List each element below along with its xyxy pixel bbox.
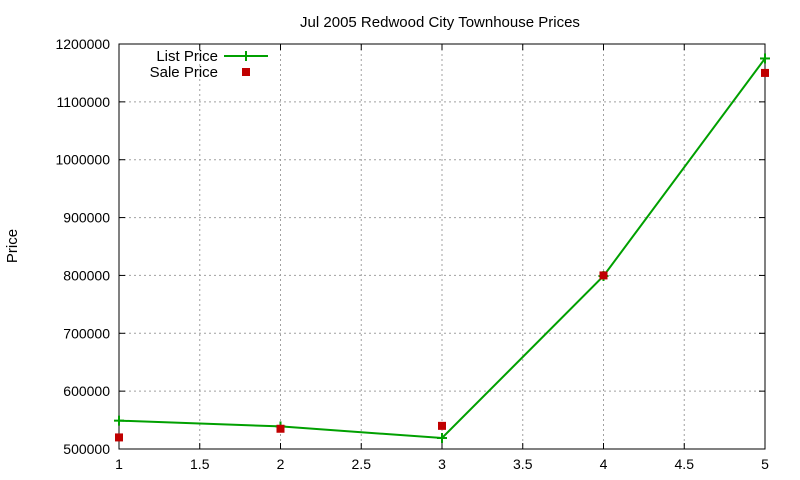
legend-swatch-sale-price (242, 68, 250, 76)
x-tick-label: 3 (438, 456, 446, 472)
chart-title: Jul 2005 Redwood City Townhouse Prices (300, 14, 580, 31)
y-tick-label: 500000 (63, 441, 110, 457)
list-price-point (760, 53, 770, 64)
list-price-point (437, 433, 447, 444)
y-tick-label: 1200000 (55, 36, 110, 52)
x-tick-label: 1.5 (190, 456, 210, 472)
legend-label-sale-price: Sale Price (150, 64, 218, 81)
x-tick-label: 4 (600, 456, 608, 472)
sale-price-point (599, 271, 608, 280)
x-tick-label: 4.5 (675, 456, 695, 472)
x-tick-label: 2.5 (352, 456, 372, 472)
y-tick-label: 900000 (63, 210, 110, 226)
grid (119, 44, 765, 449)
legend-label-list-price: List Price (156, 48, 218, 65)
sale-price-point (438, 421, 446, 430)
axis-ticks: 1 1.5 2 2.5 3 3.5 4 4.5 5 500000 600000 700000 80000… (55, 36, 769, 472)
x-tick-label: 3.5 (513, 456, 533, 472)
y-tick-label: 1100000 (57, 94, 111, 110)
sale-price-point (115, 433, 123, 442)
x-tick-label: 5 (761, 456, 769, 472)
series (114, 53, 770, 444)
x-tick-label: 1 (115, 456, 123, 472)
sale-price-point (276, 424, 285, 433)
y-tick-label: 600000 (63, 383, 110, 399)
y-axis-label: Price (4, 229, 21, 263)
y-tick-label: 800000 (63, 267, 110, 283)
y-tick-label: 700000 (63, 325, 110, 341)
y-tick-label: 1000000 (55, 152, 110, 168)
sale-price-point (761, 68, 769, 77)
list-price-point (114, 415, 124, 426)
x-tick-label: 2 (277, 456, 285, 472)
